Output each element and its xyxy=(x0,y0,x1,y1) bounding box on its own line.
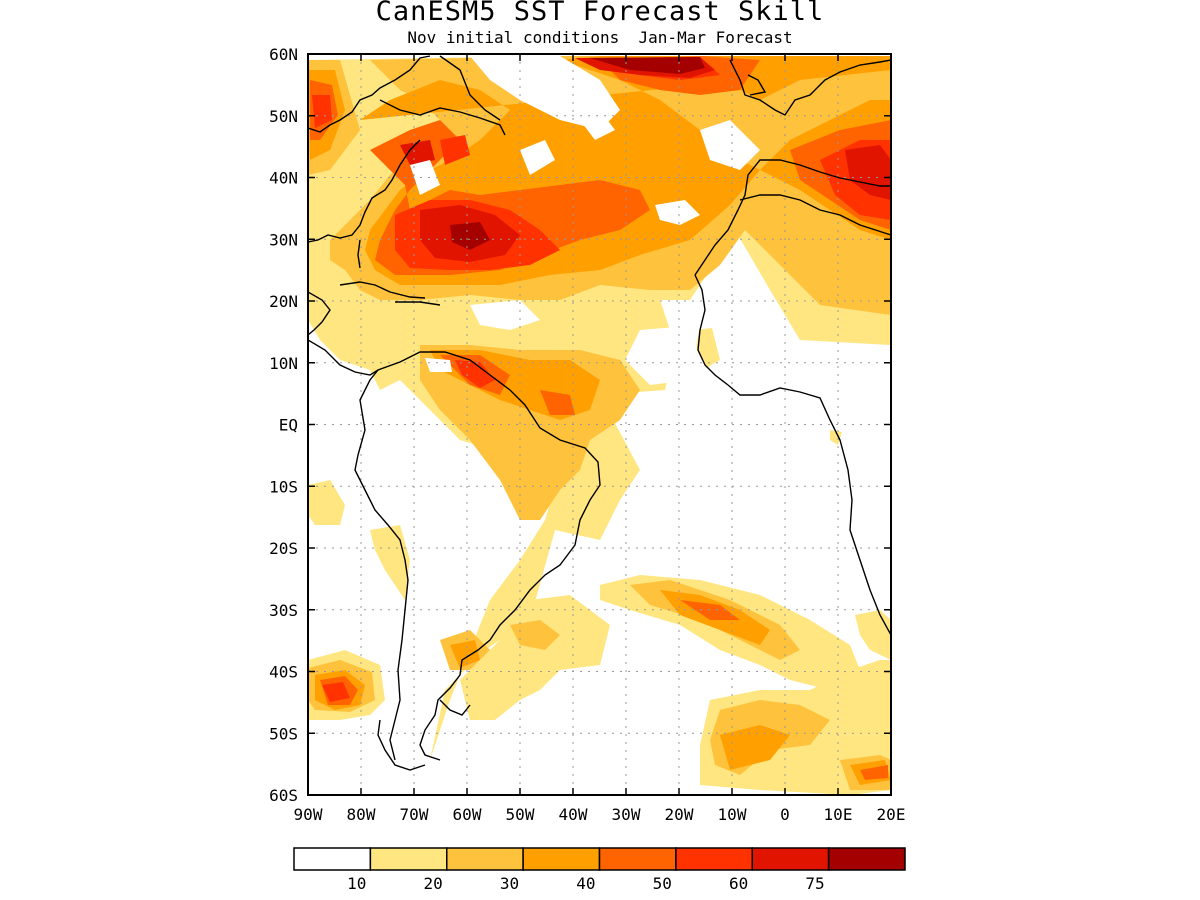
colorbar-label: 60 xyxy=(729,874,748,893)
colorbar-label: 30 xyxy=(500,874,519,893)
lon-tick-label: 20E xyxy=(877,805,906,824)
lon-tick-label: 60W xyxy=(453,805,482,824)
lat-tick-label: 50S xyxy=(269,724,298,743)
lon-tick-label: 80W xyxy=(347,805,376,824)
colorbar-swatch xyxy=(675,847,753,871)
lon-tick-label: 70W xyxy=(400,805,429,824)
lat-tick-label: 30S xyxy=(269,601,298,620)
colorbar-label: 75 xyxy=(805,874,824,893)
latitude-labels: 60N 50N 40N 30N 20N 10N EQ 10S 20S 30S 40S 50S 60S xyxy=(269,45,298,805)
colorbar-label: 10 xyxy=(347,874,366,893)
lat-tick-label: 10S xyxy=(269,477,298,496)
colorbar-swatch xyxy=(369,847,448,871)
colorbar-swatch xyxy=(446,847,524,871)
lon-tick-label: 40W xyxy=(559,805,588,824)
lat-tick-label: 20N xyxy=(269,292,298,311)
lon-tick-label: 0 xyxy=(780,805,790,824)
colorbar-label: 40 xyxy=(576,874,595,893)
lat-tick-label: 30N xyxy=(269,230,298,249)
longitude-labels: 90W 80W 70W 60W 50W 40W 30W 20W 10W 0 10E 20E xyxy=(294,805,906,824)
colorbar-label: 20 xyxy=(423,874,442,893)
colorbar-swatch xyxy=(751,847,830,871)
colorbar-swatch xyxy=(827,847,906,871)
lat-tick-label: 50N xyxy=(269,107,298,126)
lon-tick-label: 10E xyxy=(824,805,853,824)
lat-tick-label: 40N xyxy=(269,169,298,188)
colorbar-swatch xyxy=(293,847,372,871)
lat-tick-label: 60S xyxy=(269,786,298,805)
map-subtitle: Nov initial conditions Jan-Mar Forecast xyxy=(407,28,793,47)
lat-tick-label: EQ xyxy=(279,416,298,435)
lon-tick-label: 90W xyxy=(294,805,323,824)
map-title: CanESM5 SST Forecast Skill xyxy=(375,0,825,27)
lon-tick-label: 20W xyxy=(665,805,694,824)
lon-tick-label: 30W xyxy=(612,805,641,824)
lat-tick-label: 10N xyxy=(269,354,298,373)
gridlines xyxy=(308,54,891,795)
tick-marks xyxy=(307,53,892,796)
coastlines xyxy=(308,55,891,771)
skill-shading xyxy=(308,56,891,795)
lon-tick-label: 10W xyxy=(718,805,747,824)
lat-tick-label: 40S xyxy=(269,663,298,682)
colorbar-label: 50 xyxy=(653,874,672,893)
colorbar-swatch xyxy=(598,847,677,871)
low-skill-areas xyxy=(410,56,760,385)
skill-level-above-75 xyxy=(450,57,705,250)
lat-tick-label: 20S xyxy=(269,539,298,558)
colorbar: 10 20 30 40 50 60 75 xyxy=(293,847,906,893)
lat-tick-label: 60N xyxy=(269,45,298,64)
lon-tick-label: 50W xyxy=(506,805,535,824)
colorbar-swatch xyxy=(522,847,601,871)
